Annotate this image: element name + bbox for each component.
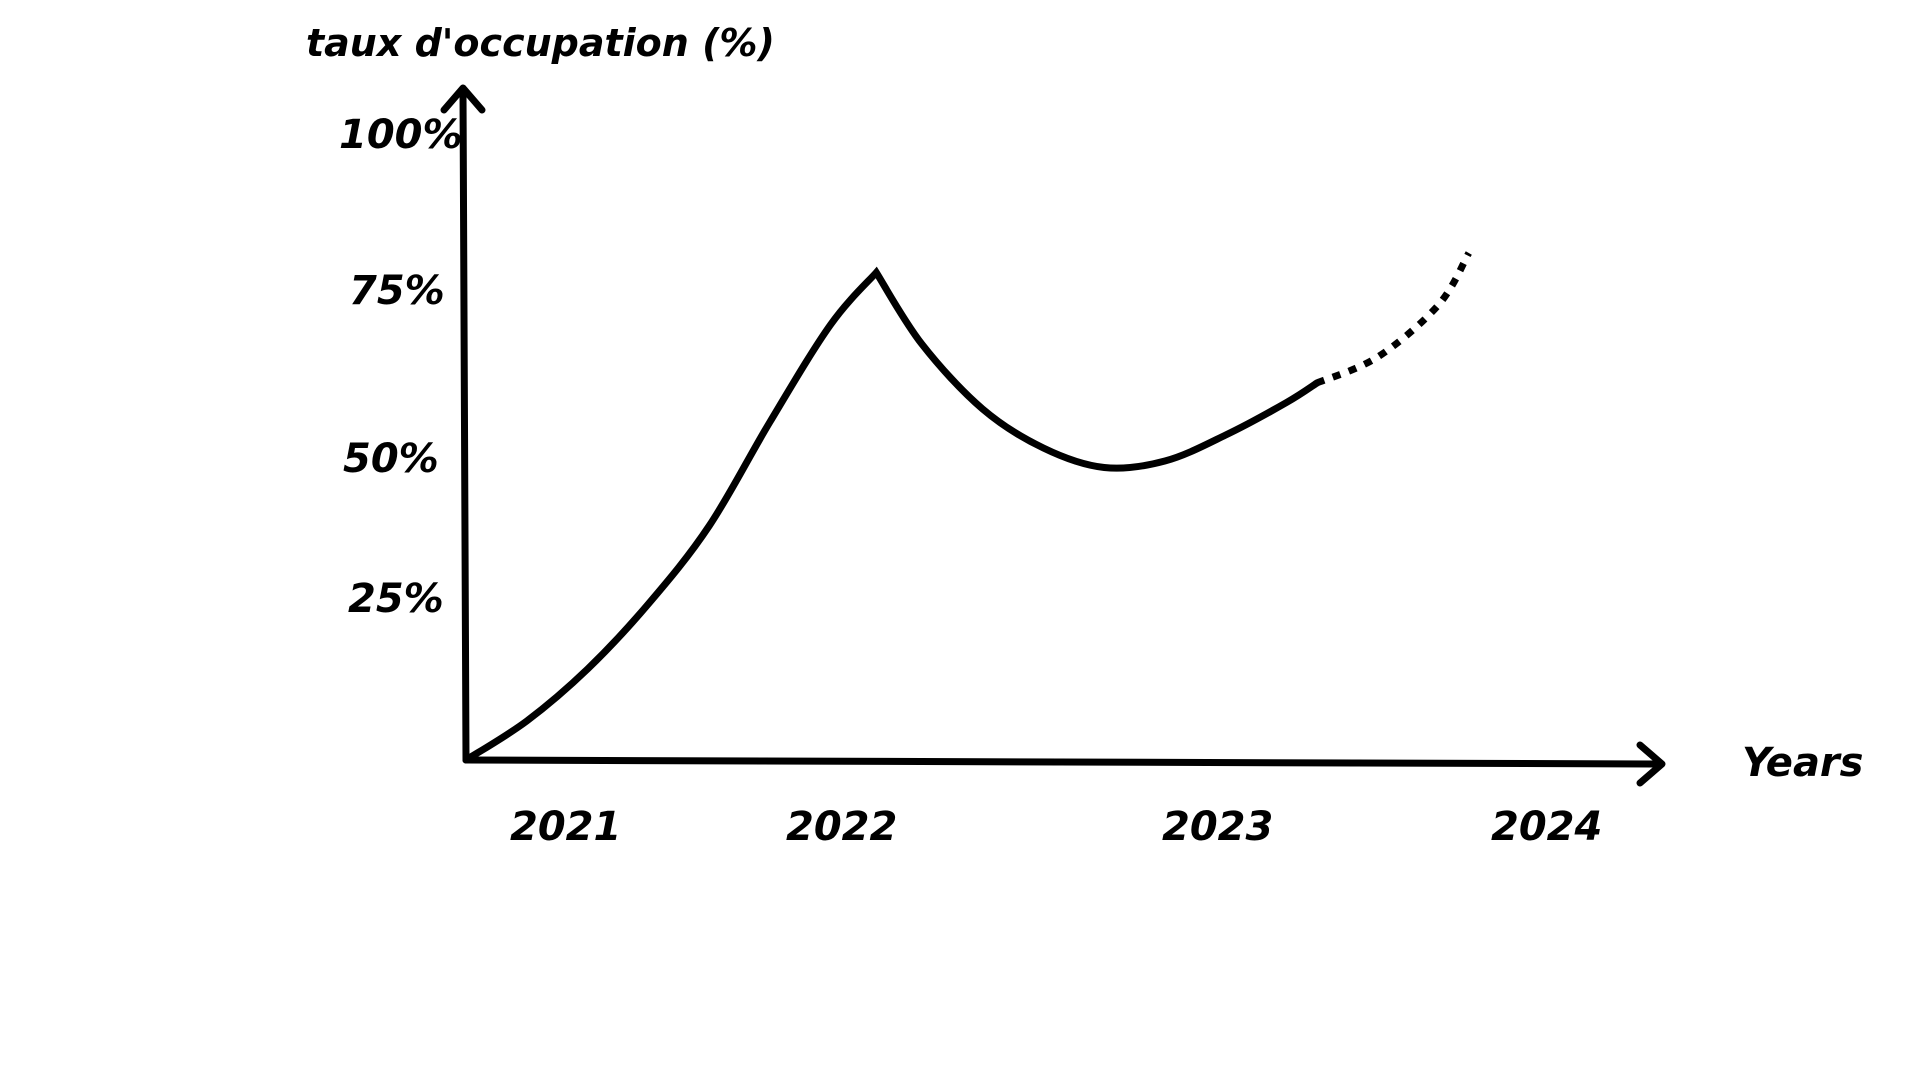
x-axis-arrowhead <box>1636 741 1666 787</box>
x-tick-label: 2023 <box>1162 804 1273 850</box>
x-axis-title: Years <box>1742 740 1863 786</box>
x-tick-label: 2021 <box>510 804 621 850</box>
y-tick-label: 50% <box>343 436 439 482</box>
x-axis-line <box>462 756 1664 768</box>
y-axis-line <box>459 88 470 764</box>
x-tick-label: 2022 <box>786 804 897 850</box>
y-axis-title: taux d'occupation (%) <box>306 21 775 65</box>
data-series-line <box>462 266 1321 764</box>
y-tick-label: 75% <box>349 268 445 314</box>
y-tick-label: 100% <box>339 112 463 158</box>
forecast-series-line <box>1315 251 1472 387</box>
x-tick-label: 2024 <box>1491 804 1602 850</box>
axes <box>440 84 1666 787</box>
series-layer <box>462 251 1472 764</box>
labels-layer: taux d'occupation (%) Years 25% 50% 75% 100… <box>306 21 1863 850</box>
y-tick-label: 25% <box>348 576 444 622</box>
y-axis-arrowhead <box>440 84 486 114</box>
